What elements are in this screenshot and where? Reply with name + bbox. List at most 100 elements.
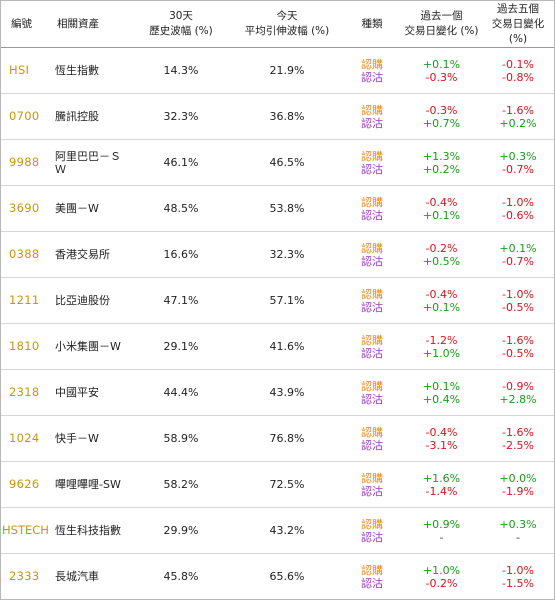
change-1day-call: -1.2%	[425, 333, 458, 347]
change-1day: +1.6% -1.4%	[401, 461, 482, 508]
table-row[interactable]: 3690 美團－W 48.5% 53.8% 認購 認沽 -0.4% +0.1% -1.0% -0.…	[1, 185, 554, 232]
historical-volatility: 29.1%	[131, 323, 231, 370]
stock-code[interactable]: 9626	[1, 461, 47, 508]
change-5day-call: -0.1%	[502, 57, 534, 71]
change-1day-call: -0.4%	[425, 425, 458, 439]
table-row[interactable]: 2333 長城汽車 45.8% 65.6% 認購 認沽 +1.0% -0.2% -1.0% -1.…	[1, 553, 554, 599]
change-1day: +1.0% -0.2%	[401, 553, 482, 599]
change-5day-call: +0.1%	[499, 241, 537, 255]
implied-volatility: 46.5%	[231, 139, 343, 186]
asset-name: 恆生指數	[47, 47, 131, 94]
change-5day-put: -1.9%	[502, 484, 534, 498]
change-5day-put: -0.6%	[502, 208, 534, 222]
stock-code[interactable]: 0700	[1, 93, 47, 140]
implied-volatility: 32.3%	[231, 231, 343, 278]
implied-volatility: 57.1%	[231, 277, 343, 324]
implied-volatility: 41.6%	[231, 323, 343, 370]
table-row[interactable]: HSTECH 恆生科技指數 29.9% 43.2% 認購 認沽 +0.9% - +0.3% -	[1, 507, 554, 554]
change-5day: +0.3% -0.7%	[482, 139, 554, 186]
change-5day-put: -2.5%	[502, 438, 534, 452]
asset-name: 美團－W	[47, 185, 131, 232]
change-1day-call: +1.0%	[422, 563, 461, 577]
header-code: 編號	[1, 1, 47, 48]
asset-name: 快手－W	[47, 415, 131, 462]
implied-volatility: 76.8%	[231, 415, 343, 462]
change-5day-call: -1.0%	[502, 563, 534, 577]
put-label: 認沽	[361, 438, 383, 452]
header-row: 編號 相關資產 30天 歷史波幅 (%) 今天 平均引伸波幅 (%) 種類 過去一個…	[1, 1, 554, 48]
change-1day-put: +0.5%	[422, 254, 461, 268]
stock-code[interactable]: HSI	[1, 47, 47, 94]
put-label: 認沽	[361, 530, 383, 544]
change-1day-call: -0.4%	[425, 287, 458, 301]
stock-code[interactable]: 1211	[1, 277, 47, 324]
change-5day: -1.6% -2.5%	[482, 415, 554, 462]
implied-volatility: 36.8%	[231, 93, 343, 140]
change-1day-put: +0.1%	[422, 300, 461, 314]
asset-name: 中國平安	[47, 369, 131, 416]
change-5day-put: -1.5%	[502, 576, 534, 590]
table-row[interactable]: 1211 比亞迪股份 47.1% 57.1% 認購 認沽 -0.4% +0.1% -1.0% -0…	[1, 277, 554, 324]
stock-code[interactable]: 1810	[1, 323, 47, 370]
header-type: 種類	[343, 1, 401, 48]
change-1day: +0.1% +0.4%	[401, 369, 482, 416]
historical-volatility: 45.8%	[131, 553, 231, 599]
stock-code[interactable]: 1024	[1, 415, 47, 462]
stock-code[interactable]: 9988	[1, 139, 47, 186]
change-1day: +0.9% -	[401, 507, 482, 554]
table-row[interactable]: HSI 恆生指數 14.3% 21.9% 認購 認沽 +0.1% -0.3% -0.1% -0.8…	[1, 47, 554, 94]
header-historical-volatility: 30天 歷史波幅 (%)	[131, 1, 231, 48]
stock-code[interactable]: 0388	[1, 231, 47, 278]
table-row[interactable]: 0388 香港交易所 16.6% 32.3% 認購 認沽 -0.2% +0.5% +0.1% -0…	[1, 231, 554, 278]
warrant-type: 認購 認沽	[343, 185, 401, 232]
put-label: 認沽	[361, 162, 383, 176]
change-1day-put: +0.2%	[422, 162, 461, 176]
historical-volatility: 47.1%	[131, 277, 231, 324]
table-row[interactable]: 9626 嗶哩嗶哩-SW 58.2% 72.5% 認購 認沽 +1.6% -1.4% +0.0%…	[1, 461, 554, 508]
change-5day-call: -1.6%	[502, 103, 534, 117]
warrant-type: 認購 認沽	[343, 277, 401, 324]
table-row[interactable]: 0700 騰訊控股 32.3% 36.8% 認購 認沽 -0.3% +0.7% -1.6% +0.…	[1, 93, 554, 140]
table-row[interactable]: 9988 阿里巴巴－ＳＷ 46.1% 46.5% 認購 認沽 +1.3% +0.2% +0.3%…	[1, 139, 554, 186]
table-row[interactable]: 2318 中國平安 44.4% 43.9% 認購 認沽 +0.1% +0.4% -0.9% +2.…	[1, 369, 554, 416]
table-row[interactable]: 1810 小米集團－W 29.1% 41.6% 認購 認沽 -1.2% +1.0% -1.6% -…	[1, 323, 554, 370]
change-5day-call: +0.0%	[499, 471, 537, 485]
change-1day: -0.4% -3.1%	[401, 415, 482, 462]
change-1day-call: -0.4%	[425, 195, 458, 209]
put-label: 認沽	[361, 346, 383, 360]
header-1day-change: 過去一個 交易日變化 (%)	[401, 1, 482, 48]
change-1day: -1.2% +1.0%	[401, 323, 482, 370]
stock-code[interactable]: HSTECH	[1, 507, 49, 554]
call-label: 認購	[361, 563, 383, 577]
change-5day-put: -0.7%	[502, 162, 534, 176]
change-5day: -1.0% -0.6%	[482, 185, 554, 232]
change-1day-call: -0.3%	[425, 103, 458, 117]
change-5day-put: -0.7%	[502, 254, 534, 268]
change-1day-call: +1.6%	[422, 471, 461, 485]
historical-volatility: 16.6%	[131, 231, 231, 278]
asset-name: 香港交易所	[47, 231, 131, 278]
asset-name: 小米集團－W	[47, 323, 131, 370]
change-1day: -0.4% +0.1%	[401, 185, 482, 232]
asset-name: 比亞迪股份	[47, 277, 131, 324]
historical-volatility: 29.9%	[131, 507, 231, 554]
table-row[interactable]: 1024 快手－W 58.9% 76.8% 認購 認沽 -0.4% -3.1% -1.6% -2.…	[1, 415, 554, 462]
call-label: 認購	[361, 57, 383, 71]
asset-name: 恆生科技指數	[47, 507, 131, 554]
stock-code[interactable]: 2318	[1, 369, 47, 416]
warrant-type: 認購 認沽	[343, 369, 401, 416]
call-label: 認購	[361, 241, 383, 255]
stock-code[interactable]: 2333	[1, 553, 47, 599]
call-label: 認購	[361, 149, 383, 163]
change-5day-call: +0.3%	[499, 149, 537, 163]
change-5day: -0.9% +2.8%	[482, 369, 554, 416]
change-5day-put: +0.2%	[499, 116, 537, 130]
stock-code[interactable]: 3690	[1, 185, 47, 232]
change-5day: +0.3% -	[482, 507, 554, 554]
put-label: 認沽	[361, 576, 383, 590]
change-1day-put: -	[439, 530, 444, 544]
historical-volatility: 46.1%	[131, 139, 231, 186]
change-5day: +0.0% -1.9%	[482, 461, 554, 508]
change-1day-put: -0.2%	[425, 576, 458, 590]
